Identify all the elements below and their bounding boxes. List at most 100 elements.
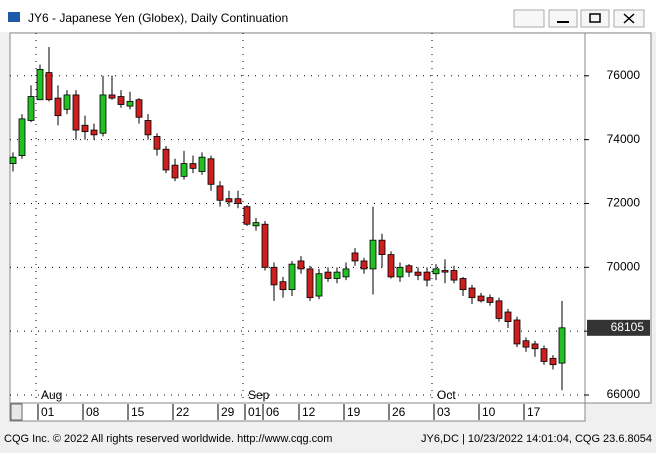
candle-body xyxy=(459,278,467,291)
x-tick-label: 29 xyxy=(221,405,235,419)
x-tick-label: 03 xyxy=(437,405,451,419)
y-tick-label: 70000 xyxy=(607,259,641,273)
month-label: Oct xyxy=(437,388,456,402)
candle-body xyxy=(261,223,269,268)
y-tick-label: 74000 xyxy=(607,132,641,146)
candle-body xyxy=(558,327,566,364)
candle-body xyxy=(108,94,116,99)
candle-body xyxy=(18,118,26,156)
app-icon xyxy=(8,12,20,22)
title-bar xyxy=(0,0,656,32)
scroll-box[interactable] xyxy=(10,403,23,421)
candle-body xyxy=(270,266,278,286)
candle-body xyxy=(243,206,251,225)
close-icon xyxy=(623,13,635,24)
candle-body xyxy=(72,94,80,131)
candle-body xyxy=(162,148,170,171)
candle-body xyxy=(351,252,359,262)
candle-body xyxy=(234,198,242,204)
candle-body xyxy=(513,319,521,345)
candle-body xyxy=(495,300,503,319)
candle-body xyxy=(216,185,224,201)
x-tick-label: 08 xyxy=(86,405,100,419)
candle-body xyxy=(297,260,305,270)
date-axis xyxy=(9,402,586,422)
candle-body xyxy=(189,163,197,169)
candle-body xyxy=(531,343,539,350)
candle-body xyxy=(333,271,341,279)
candle-body xyxy=(306,268,314,299)
candle-body xyxy=(36,68,44,101)
candle-body xyxy=(144,120,152,136)
x-tick-label: 01 xyxy=(41,405,55,419)
candle-body xyxy=(315,273,323,297)
candle-body xyxy=(378,239,386,255)
candle-body xyxy=(135,99,143,118)
candle-body xyxy=(360,260,368,270)
candle-body xyxy=(99,94,107,134)
candle-body xyxy=(252,222,260,227)
x-tick-label: 17 xyxy=(527,405,541,419)
candle-body xyxy=(81,124,89,133)
candle-body xyxy=(549,357,557,366)
candle-body xyxy=(279,281,287,291)
x-tick-label: 06 xyxy=(266,405,280,419)
candle-body xyxy=(153,136,161,150)
candle-body xyxy=(504,311,512,322)
candle-body xyxy=(477,295,485,302)
candle-body xyxy=(432,268,440,275)
price-axis xyxy=(584,32,652,404)
candle-body xyxy=(126,100,134,107)
candle-body xyxy=(198,156,206,172)
candle-body xyxy=(468,287,476,299)
candle-body xyxy=(117,96,125,105)
restore-icon xyxy=(589,13,601,23)
candle-body xyxy=(45,72,53,101)
y-tick-label: 76000 xyxy=(607,68,641,82)
candle-body xyxy=(369,239,377,270)
last-price-box xyxy=(587,319,650,336)
x-tick-label: 10 xyxy=(482,405,496,419)
candle-body xyxy=(405,265,413,273)
candle-body xyxy=(540,348,548,362)
x-tick-label: 26 xyxy=(392,405,406,419)
candle-body xyxy=(63,94,71,110)
minimize-button[interactable] xyxy=(548,9,578,28)
x-tick-label: 22 xyxy=(176,405,190,419)
window-title: JY6 - Japanese Yen (Globex), Daily Conti… xyxy=(28,11,288,25)
link-button[interactable] xyxy=(513,9,545,28)
candle-body xyxy=(288,263,296,291)
month-label: Sep xyxy=(248,388,270,402)
candle-body xyxy=(450,270,458,281)
candle-body xyxy=(423,271,431,281)
last-price-label: 68105 xyxy=(611,320,645,334)
candle-body xyxy=(9,156,17,164)
month-label: Aug xyxy=(41,388,62,402)
footer-left: CQG Inc. © 2022 All rights reserved worl… xyxy=(4,433,332,445)
plot-area xyxy=(9,32,586,404)
candle-body xyxy=(342,268,350,278)
candle-body xyxy=(387,254,395,278)
candle-body xyxy=(522,340,530,348)
candle-body xyxy=(27,96,35,121)
grid xyxy=(10,33,585,403)
footer-right: JY6,DC | 10/23/2022 14:01:04, CQG 23.6.8… xyxy=(421,433,652,445)
candle-body xyxy=(54,97,62,117)
x-tick-label: 01 xyxy=(248,405,262,419)
x-tick-label: 12 xyxy=(302,405,316,419)
restore-button[interactable] xyxy=(580,9,610,28)
candle-body xyxy=(324,271,332,279)
x-tick-label: 19 xyxy=(347,405,361,419)
candle-body xyxy=(207,158,215,185)
y-tick-label: 66000 xyxy=(607,387,641,401)
candle-body xyxy=(225,198,233,203)
candle-body xyxy=(90,129,98,136)
candle-body xyxy=(396,266,404,278)
candle-body xyxy=(441,270,449,273)
candle-body xyxy=(180,163,188,177)
candle-body xyxy=(486,297,494,303)
x-tick-label: 15 xyxy=(131,405,145,419)
candles xyxy=(9,47,566,391)
